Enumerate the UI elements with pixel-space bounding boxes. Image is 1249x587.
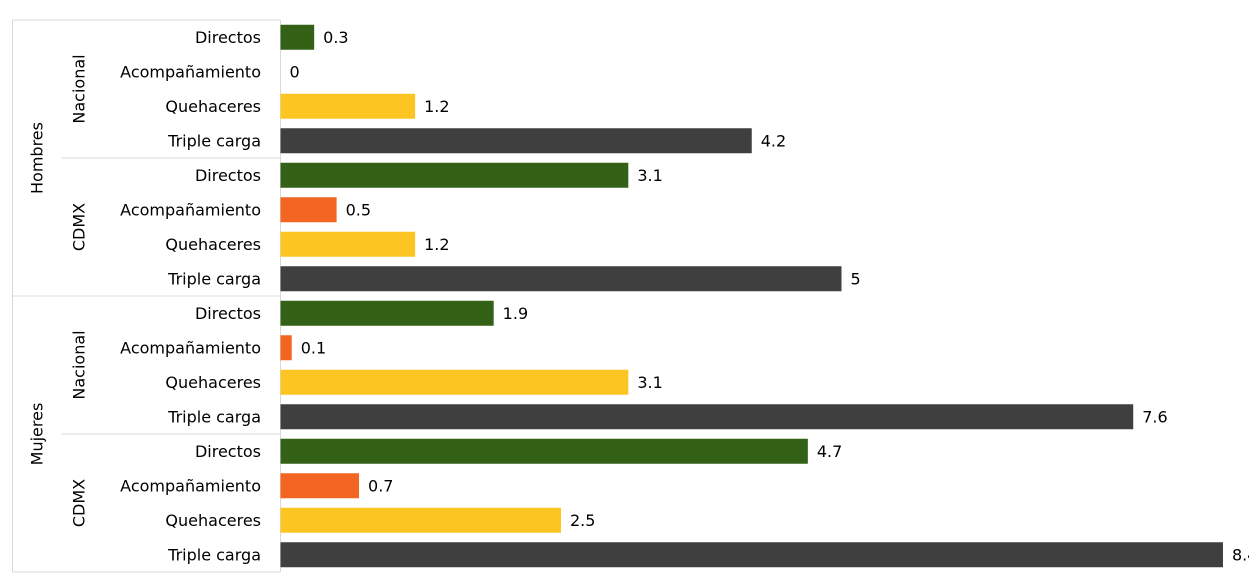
- category-label: Triple carga: [167, 269, 261, 288]
- data-label: 5: [851, 269, 861, 288]
- data-label: 3.1: [637, 166, 662, 185]
- subgroup-label: CDMX: [70, 203, 89, 251]
- category-label: Quehaceres: [165, 511, 261, 530]
- category-label: Acompañamiento: [120, 62, 261, 81]
- category-label: Directos: [195, 28, 261, 47]
- bar: [280, 404, 1134, 430]
- data-label: 2.5: [570, 511, 595, 530]
- data-label: 1.2: [424, 235, 449, 254]
- bar: [280, 162, 629, 188]
- category-label: Quehaceres: [165, 97, 261, 116]
- data-label: 3.1: [637, 373, 662, 392]
- bar: [280, 542, 1223, 568]
- bar: [280, 24, 315, 50]
- category-label: Directos: [195, 166, 261, 185]
- data-label: 0.3: [323, 28, 348, 47]
- category-label: Directos: [195, 442, 261, 461]
- group-label: Mujeres: [28, 403, 47, 466]
- bar: [280, 438, 808, 464]
- category-label: Directos: [195, 304, 261, 323]
- data-label: 0.7: [368, 476, 393, 495]
- category-label: Triple carga: [167, 545, 261, 564]
- bar: [280, 473, 360, 499]
- category-label: Acompañamiento: [120, 476, 261, 495]
- subgroup-label: Nacional: [70, 330, 89, 399]
- category-label: Acompañamiento: [120, 200, 261, 219]
- data-label: 4.2: [761, 131, 786, 150]
- group-label: Hombres: [28, 122, 47, 194]
- subgroup-label: Nacional: [70, 54, 89, 123]
- data-label: 1.2: [424, 97, 449, 116]
- data-label: 0: [290, 62, 300, 81]
- data-label: 4.7: [817, 442, 842, 461]
- category-label: Acompañamiento: [120, 338, 261, 357]
- data-label: 1.9: [503, 304, 528, 323]
- category-label: Quehaceres: [165, 235, 261, 254]
- bar: [280, 335, 292, 361]
- bar: [280, 507, 561, 533]
- bar: [280, 197, 337, 223]
- data-label: 8.4: [1232, 545, 1249, 564]
- category-label: Quehaceres: [165, 373, 261, 392]
- bar: [280, 128, 752, 154]
- bar: [280, 266, 842, 292]
- bar: [280, 369, 629, 395]
- bar: [280, 300, 494, 326]
- bar: [280, 231, 416, 257]
- bar: [280, 93, 416, 119]
- category-label: Triple carga: [167, 131, 261, 150]
- data-label: 0.1: [301, 338, 326, 357]
- category-label: Triple carga: [167, 407, 261, 426]
- data-label: 7.6: [1142, 407, 1167, 426]
- data-label: 0.5: [346, 200, 371, 219]
- subgroup-label: CDMX: [70, 479, 89, 527]
